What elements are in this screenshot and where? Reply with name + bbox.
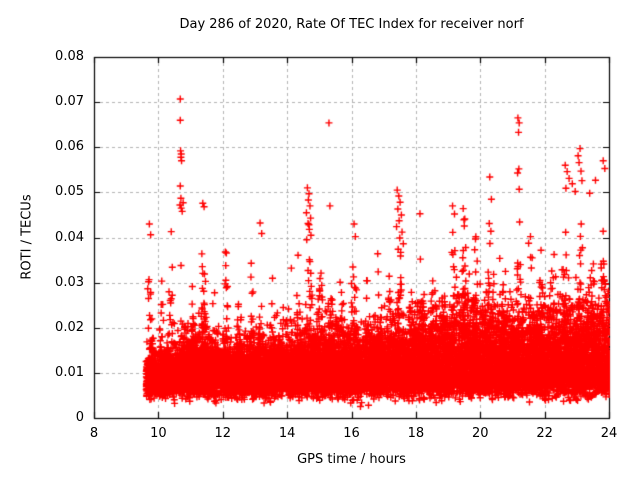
- x-tick-label: 22: [536, 426, 553, 441]
- x-tick-label: 10: [150, 426, 167, 441]
- y-tick-label: 0.06: [55, 139, 84, 155]
- x-tick-label: 24: [600, 426, 618, 441]
- x-tick-label: 20: [471, 426, 489, 441]
- chart-title: Day 286 of 2020, Rate Of TEC Index for r…: [179, 17, 524, 32]
- y-tick-label: 0.01: [55, 364, 84, 380]
- x-tick-label: 8: [89, 426, 99, 441]
- x-tick-label: 12: [214, 426, 232, 441]
- x-tick-label: 18: [407, 426, 425, 441]
- y-tick-label: 0.04: [55, 229, 84, 245]
- x-tick-label: 14: [278, 426, 296, 441]
- y-tick-label: 0.08: [55, 49, 84, 64]
- y-tick-label: 0.03: [55, 274, 84, 290]
- x-axis-label: GPS time / hours: [297, 452, 406, 467]
- y-tick-label: 0.02: [55, 319, 84, 335]
- x-tick-label: 16: [343, 426, 360, 441]
- y-tick-label: 0: [75, 410, 84, 425]
- y-tick-label: 0.07: [55, 94, 84, 110]
- y-tick-label: 0.05: [55, 184, 84, 200]
